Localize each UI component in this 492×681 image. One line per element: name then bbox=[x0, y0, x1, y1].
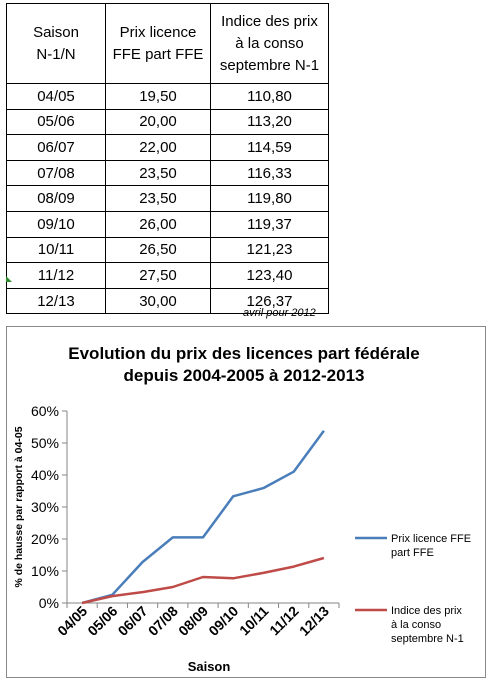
x-tick-label: 07/08 bbox=[145, 603, 181, 639]
chart-canvas: Evolution du prix des licences part fédé… bbox=[13, 344, 471, 674]
cell-season: 06/07 bbox=[6, 134, 106, 161]
cell-price-index: 119,80 bbox=[210, 185, 329, 212]
y-tick-label: 30% bbox=[31, 499, 59, 515]
table-row: 12/13 30,00 126,37 bbox=[6, 287, 329, 315]
cell-license-price: 20,00 bbox=[105, 108, 211, 136]
legend-label: part FFE bbox=[391, 547, 434, 559]
cell-season: 04/05 bbox=[6, 83, 106, 110]
cell-price-index: 110,80 bbox=[210, 83, 329, 110]
y-axis-title: % de hausse par rapport à 04-05 bbox=[13, 426, 25, 587]
cell-price-index: 123,40 bbox=[210, 262, 329, 289]
series-line-2 bbox=[81, 556, 325, 605]
table-row: 08/09 23,50 119,80 bbox=[6, 185, 329, 212]
header-season: Saison N-1/N bbox=[6, 3, 106, 84]
cell-price-index: 126,37 bbox=[210, 287, 329, 315]
header-line: N-1/N bbox=[36, 45, 76, 63]
cell-license-price: 27,50 bbox=[105, 262, 211, 289]
table-row: 11/12 27,50 123,40 bbox=[6, 262, 329, 289]
x-axis-title: Saison bbox=[188, 659, 231, 674]
cell-license-price: 22,00 bbox=[105, 134, 211, 161]
legend-label: septembre N-1 bbox=[391, 633, 464, 645]
data-table: Saison N-1/N Prix licence FFE part FFE I… bbox=[6, 3, 329, 315]
y-tick-label: 10% bbox=[31, 563, 59, 579]
cell-corner-marker bbox=[6, 276, 12, 282]
x-tick-label: 09/10 bbox=[205, 603, 241, 639]
header-line: Indice des prix bbox=[221, 12, 318, 30]
x-tick-label: 05/06 bbox=[84, 603, 120, 639]
cell-license-price: 19,50 bbox=[105, 83, 211, 110]
header-line: septembre N-1 bbox=[219, 56, 320, 74]
legend-label: Prix licence FFE bbox=[391, 533, 471, 545]
cell-license-price: 23,50 bbox=[105, 159, 211, 187]
table-row: 10/11 26,50 121,23 bbox=[6, 236, 329, 264]
cell-season: 11/12 bbox=[6, 262, 106, 289]
table-row: 09/10 26,00 119,37 bbox=[6, 210, 329, 238]
header-line: Prix licence bbox=[119, 23, 197, 41]
x-tick-label: 10/11 bbox=[236, 603, 272, 639]
cell-season: 07/08 bbox=[6, 159, 106, 187]
cell-license-price: 23,50 bbox=[105, 185, 211, 212]
table-row: 05/06 20,00 113,20 bbox=[6, 108, 329, 136]
table-row: 07/08 23,50 116,33 bbox=[6, 159, 329, 187]
x-tick-label: 04/05 bbox=[54, 603, 90, 639]
table-header-row: Saison N-1/N Prix licence FFE part FFE I… bbox=[6, 3, 329, 84]
line-chart: Evolution du prix des licences part fédé… bbox=[6, 326, 486, 678]
y-tick-label: 20% bbox=[31, 531, 59, 547]
legend-label: Indice des prix bbox=[391, 605, 462, 617]
x-tick-label: 06/07 bbox=[115, 603, 151, 639]
cell-price-index: 121,23 bbox=[210, 236, 329, 264]
y-tick-label: 60% bbox=[31, 403, 59, 419]
cell-price-index: 116,33 bbox=[210, 159, 329, 187]
chart-title: depuis 2004-2005 à 2012-2013 bbox=[123, 366, 364, 385]
series-line-1 bbox=[81, 429, 325, 605]
table-row: 06/07 22,00 114,59 bbox=[6, 134, 329, 161]
cell-license-price: 26,50 bbox=[105, 236, 211, 264]
table-footnote: avril pour 2012 bbox=[243, 307, 316, 319]
x-tick-label: 11/12 bbox=[266, 603, 302, 639]
cell-price-index: 113,20 bbox=[210, 108, 329, 136]
cell-price-index: 114,59 bbox=[210, 134, 329, 161]
x-tick-label: 08/09 bbox=[175, 603, 211, 639]
header-line: à la conso bbox=[235, 34, 304, 52]
header-line: FFE part FFE bbox=[112, 45, 204, 63]
x-tick-label: 12/13 bbox=[296, 603, 332, 639]
cell-season: 09/10 bbox=[6, 210, 106, 238]
y-tick-label: 40% bbox=[31, 467, 59, 483]
y-tick-label: 50% bbox=[31, 435, 59, 451]
cell-price-index: 119,37 bbox=[210, 210, 329, 238]
table-row: 04/05 19,50 110,80 bbox=[6, 83, 329, 110]
cell-license-price: 26,00 bbox=[105, 210, 211, 238]
chart-title: Evolution du prix des licences part fédé… bbox=[68, 344, 419, 363]
cell-season: 12/13 bbox=[6, 287, 106, 315]
cell-season: 10/11 bbox=[6, 236, 106, 264]
legend-label: à la conso bbox=[391, 619, 441, 631]
header-price-index: Indice des prix à la conso septembre N-1 bbox=[210, 3, 329, 84]
header-license-price: Prix licence FFE part FFE bbox=[105, 3, 211, 84]
cell-license-price: 30,00 bbox=[105, 287, 211, 315]
header-line: Saison bbox=[33, 23, 79, 41]
cell-season: 05/06 bbox=[6, 108, 106, 136]
y-tick-label: 0% bbox=[39, 595, 59, 611]
cell-season: 08/09 bbox=[6, 185, 106, 212]
